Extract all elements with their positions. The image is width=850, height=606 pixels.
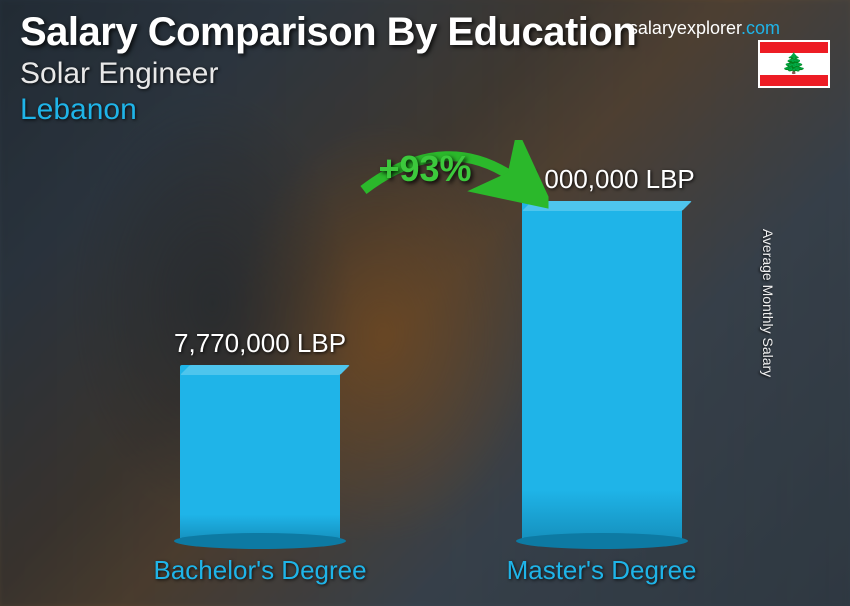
bar-3d xyxy=(522,201,682,541)
bar-category-label: Master's Degree xyxy=(507,555,697,586)
flag-top-stripe xyxy=(760,42,828,53)
brand-watermark: salaryexplorer.com xyxy=(629,18,780,39)
bar-base-shadow xyxy=(174,533,346,549)
lebanon-flag-icon: 🌲 xyxy=(758,40,830,88)
bar-top-face xyxy=(180,365,350,375)
job-subtitle: Solar Engineer xyxy=(20,57,830,91)
bar-front-face xyxy=(180,365,340,541)
percentage-increase: +93% xyxy=(378,148,471,190)
bar-base-shadow xyxy=(516,533,688,549)
bar-value-label: 7,770,000 LBP xyxy=(174,328,346,359)
content-container: Salary Comparison By Education Solar Eng… xyxy=(0,0,850,606)
cedar-icon: 🌲 xyxy=(782,54,807,74)
flag-bottom-stripe xyxy=(760,75,828,86)
brand-part2: .com xyxy=(741,18,780,38)
bar-3d xyxy=(180,365,340,541)
bar-group: 15,000,000 LBP Master's Degree xyxy=(507,164,697,586)
flag-mid-stripe: 🌲 xyxy=(760,53,828,75)
brand-part1: salaryexplorer xyxy=(629,18,741,38)
bar-group: 7,770,000 LBP Bachelor's Degree xyxy=(154,328,367,586)
increase-badge: +93% xyxy=(378,148,471,190)
bar-category-label: Bachelor's Degree xyxy=(154,555,367,586)
country-label: Lebanon xyxy=(20,93,830,127)
bar-chart: 7,770,000 LBP Bachelor's Degree 15,000,0… xyxy=(0,156,850,586)
bar-front-face xyxy=(522,201,682,541)
